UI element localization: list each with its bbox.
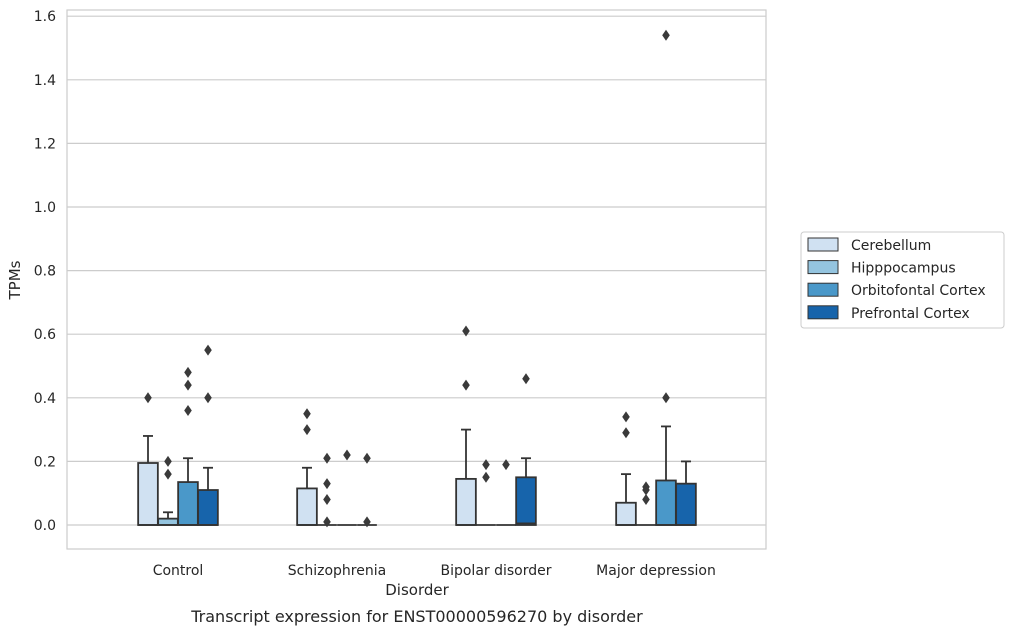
outlier-marker	[323, 494, 331, 506]
y-tick-label: 1.2	[34, 136, 56, 152]
box-iqr	[615, 501, 637, 526]
box-group	[455, 428, 477, 526]
outlier-marker	[622, 427, 630, 439]
legend-swatch	[807, 305, 839, 320]
chart-caption: Transcript expression for ENST0000059627…	[190, 607, 643, 626]
y-tick-label: 1.0	[34, 200, 56, 216]
outlier-marker	[522, 373, 530, 385]
box-iqr	[137, 462, 159, 526]
legend-swatch	[807, 260, 839, 275]
outlier-marker	[164, 468, 172, 480]
outlier-marker	[642, 481, 650, 493]
outlier-marker	[482, 471, 490, 483]
outlier-marker	[323, 452, 331, 464]
box-group	[197, 466, 219, 526]
plot-area-background	[67, 10, 766, 549]
outlier-marker	[343, 449, 351, 461]
outlier-marker	[303, 424, 311, 436]
legend-label: Hipppocampus	[851, 261, 956, 277]
box-iqr	[675, 482, 697, 526]
legend-label: Orbitofontal Cortex	[851, 283, 986, 299]
outliers	[144, 29, 670, 528]
outlier-marker	[323, 516, 331, 528]
box-iqr	[296, 487, 318, 526]
outlier-marker	[363, 452, 371, 464]
outlier-marker	[184, 405, 192, 417]
outlier-marker	[502, 459, 510, 471]
outlier-marker	[462, 325, 470, 337]
x-axis-label: Disorder	[385, 581, 449, 599]
legend-label: Prefrontal Cortex	[851, 306, 970, 322]
outlier-marker	[144, 392, 152, 404]
outlier-marker	[662, 392, 670, 404]
y-tick-labels: 0.0 0.2 0.4 0.6 0.8 1.0 1.2 1.4 1.6	[34, 9, 56, 534]
box-iqr	[157, 517, 179, 526]
box-group	[296, 466, 318, 526]
outlier-marker	[642, 494, 650, 506]
legend-entries: Cerebellum Hipppocampus Orbitofontal Corte…	[807, 237, 986, 322]
outlier-marker	[662, 29, 670, 41]
outlier-marker	[204, 392, 212, 404]
y-tick-label: 0.6	[34, 327, 56, 343]
box-iqr	[177, 481, 199, 526]
y-tick-label: 0.8	[34, 264, 56, 280]
box-iqr	[655, 479, 677, 526]
box-group	[137, 435, 159, 526]
gridlines	[67, 15, 766, 526]
outlier-marker	[622, 411, 630, 423]
boxes	[137, 425, 697, 526]
outlier-marker	[184, 379, 192, 391]
box-group	[515, 457, 537, 526]
x-tick-label: Bipolar disorder	[440, 563, 551, 579]
box-iqr	[455, 477, 477, 526]
legend-swatch	[807, 282, 839, 297]
outlier-marker	[184, 366, 192, 378]
y-axis-label: TPMs	[6, 260, 24, 300]
y-tick-label: 1.4	[34, 73, 56, 89]
outlier-marker	[204, 344, 212, 356]
x-tick-labels: Control Schizophrenia Bipolar disorder Majo…	[153, 563, 716, 579]
box-group	[675, 460, 697, 526]
x-tick-label: Schizophrenia	[288, 563, 386, 579]
legend: Cerebellum Hipppocampus Orbitofontal Corte…	[800, 231, 1005, 329]
box-group	[655, 425, 677, 526]
outlier-marker	[363, 516, 371, 528]
x-tick-label: Control	[153, 563, 204, 579]
x-tick-label: Major depression	[596, 563, 716, 579]
outlier-marker	[303, 408, 311, 420]
y-tick-label: 0.2	[34, 454, 56, 470]
box-iqr	[197, 489, 219, 526]
box-group	[615, 473, 637, 526]
outlier-marker	[462, 379, 470, 391]
box-group	[157, 511, 179, 526]
outlier-marker	[164, 455, 172, 467]
plot-area-frame	[66, 9, 767, 550]
legend-frame	[800, 231, 1005, 329]
y-tick-label: 0.4	[34, 391, 56, 407]
outlier-marker	[482, 459, 490, 471]
y-tick-label: 0.0	[34, 518, 56, 534]
y-tick-label: 1.6	[34, 9, 56, 25]
box-iqr	[515, 476, 537, 526]
legend-label: Cerebellum	[851, 238, 931, 254]
legend-swatch	[807, 237, 839, 252]
outlier-marker	[323, 478, 331, 490]
